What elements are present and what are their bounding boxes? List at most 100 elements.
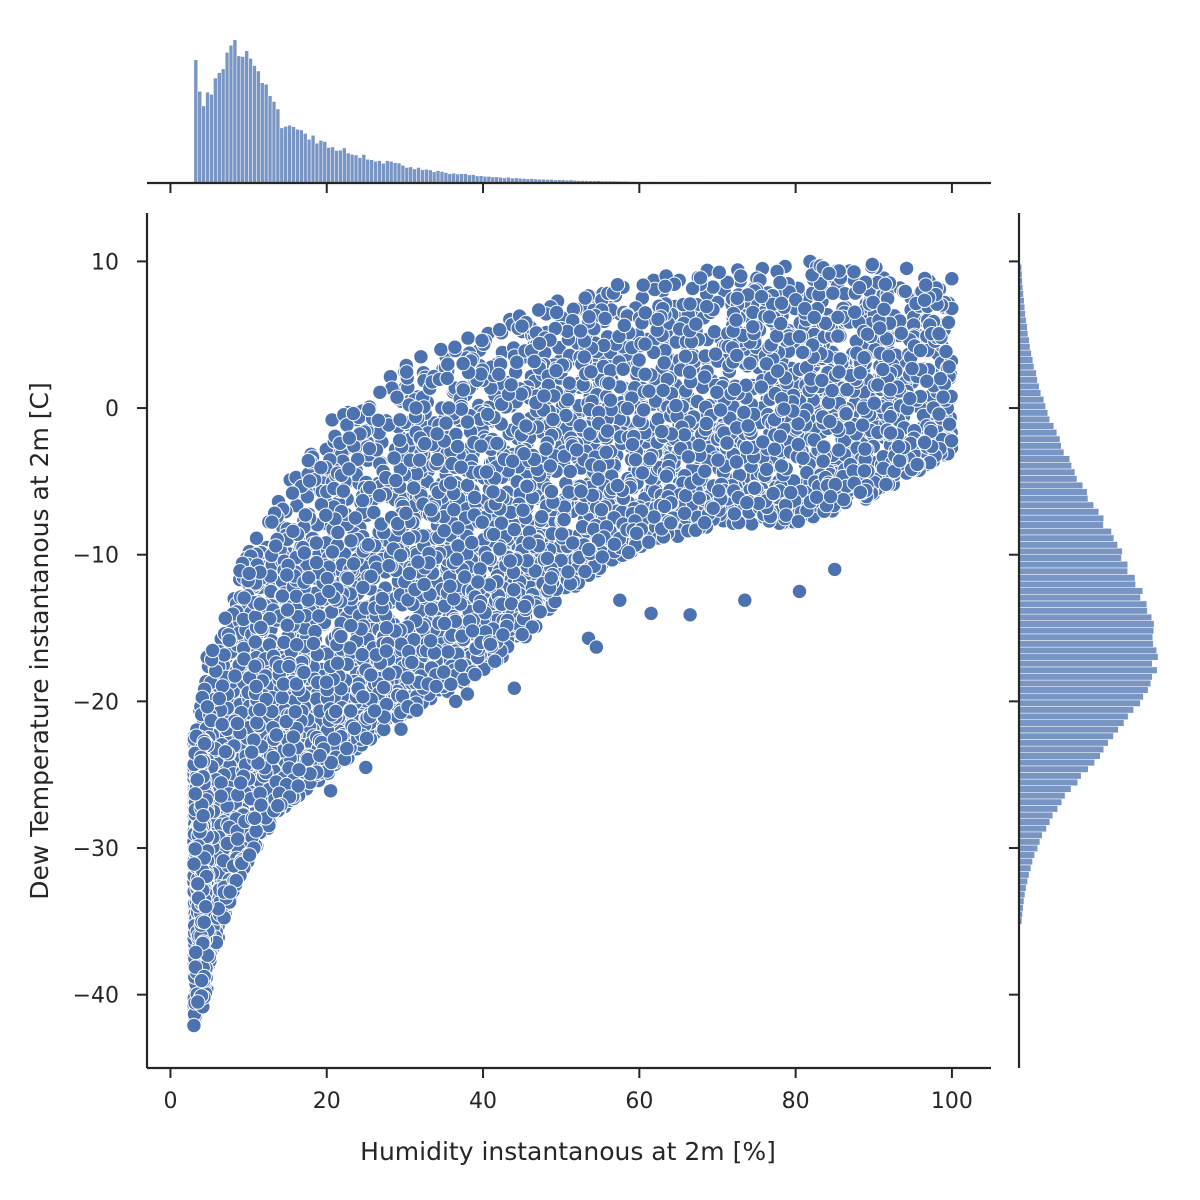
scatter-point: [347, 510, 364, 526]
histogram-bar: [1018, 429, 1058, 437]
histogram-bar: [1018, 785, 1072, 793]
histogram-bar: [431, 171, 437, 184]
scatter-point: [417, 435, 433, 452]
scatter-point: [898, 260, 915, 277]
scatter-point: [429, 426, 445, 442]
histogram-bar: [1018, 488, 1088, 496]
scatter-point: [440, 644, 456, 660]
histogram-bar: [1018, 633, 1154, 641]
histogram-bar: [291, 126, 296, 184]
histogram-bar: [244, 50, 249, 184]
histogram-bar: [471, 174, 476, 184]
scatter-point: [882, 408, 898, 425]
scatter-point: [709, 384, 725, 400]
histogram-bar: [1018, 871, 1030, 879]
histogram-bar: [287, 124, 292, 184]
histogram-bar: [1018, 805, 1058, 813]
scatter-point: [423, 601, 439, 617]
histogram-bar: [1018, 699, 1141, 707]
histogram-bar: [1018, 620, 1155, 628]
scatter-point: [363, 667, 379, 683]
histogram-bar: [1018, 475, 1078, 483]
histogram-bar: [439, 171, 445, 184]
histogram-bar: [1018, 508, 1100, 516]
histogram-bar: [252, 65, 257, 184]
histogram-bar: [1018, 468, 1076, 476]
histogram-bar: [459, 173, 464, 184]
scatter-point: [773, 295, 790, 311]
histogram-bar: [338, 149, 343, 184]
scatter-point: [392, 412, 408, 428]
scatter-point: [615, 361, 631, 377]
scatter-point: [542, 458, 558, 474]
histogram-bar: [1018, 798, 1062, 806]
histogram-bar: [1018, 613, 1152, 621]
histogram-bar: [1018, 343, 1031, 351]
scatter-point: [746, 480, 763, 496]
histogram-bar: [322, 141, 327, 184]
histogram-bar: [314, 142, 320, 184]
histogram-bar: [385, 160, 390, 184]
histogram-bar: [1018, 330, 1029, 338]
scatter-point: [308, 554, 325, 571]
scatter-point: [753, 379, 769, 395]
histogram-bar: [428, 169, 433, 184]
scatter-point: [944, 271, 960, 287]
histogram-bar: [240, 56, 245, 184]
histogram-bar: [279, 127, 285, 184]
scatter-point: [534, 509, 550, 525]
histogram-bar: [201, 105, 206, 184]
histogram-bar: [404, 167, 410, 184]
scatter-point: [577, 290, 593, 306]
histogram-bar: [326, 147, 331, 184]
histogram-bar: [451, 172, 456, 184]
histogram-bar: [224, 52, 230, 184]
histogram-bar: [1018, 600, 1148, 608]
scatter-point: [634, 465, 651, 481]
scatter-point: [635, 277, 651, 293]
histogram-bar: [1018, 369, 1037, 377]
histogram-bar: [1018, 640, 1154, 648]
scatter-point: [832, 351, 848, 367]
histogram-bar: [1018, 382, 1040, 390]
scatter-point: [696, 369, 713, 385]
scatter-point: [642, 451, 658, 467]
scatter-point: [472, 561, 488, 577]
histogram-bar: [1018, 858, 1033, 866]
histogram-bar: [1018, 528, 1112, 536]
histogram-bar: [1018, 389, 1042, 397]
scatter-point: [355, 579, 371, 596]
histogram-bar: [318, 140, 324, 184]
scatter-point: [736, 404, 752, 421]
scatter-point: [450, 538, 466, 554]
histogram-bar: [435, 170, 441, 184]
histogram-bar: [467, 174, 472, 184]
histogram-bar: [220, 68, 226, 184]
histogram-bar: [295, 128, 300, 184]
scatter-point: [572, 323, 589, 339]
histogram-bar: [1018, 462, 1072, 470]
histogram-bar: [1018, 554, 1122, 562]
scatter-point: [506, 521, 522, 538]
histogram-bar: [1018, 811, 1054, 819]
histogram-bar: [365, 159, 370, 184]
marginal-x-histogram: [147, 39, 991, 193]
scatter-point: [711, 264, 727, 280]
histogram-bar: [1018, 534, 1115, 542]
scatter-point: [637, 366, 653, 382]
histogram-bar: [342, 147, 347, 184]
histogram-bar: [381, 162, 386, 184]
histogram-bar: [1018, 745, 1105, 753]
scatter-point: [404, 654, 420, 671]
scatter-point: [474, 332, 490, 349]
scatter-point: [558, 407, 574, 424]
scatter-point: [758, 461, 775, 478]
scatter-point: [355, 492, 371, 509]
histogram-bar: [1018, 547, 1123, 555]
scatter-point: [733, 268, 749, 284]
histogram-bar: [228, 44, 234, 184]
histogram-bar: [1018, 587, 1144, 595]
histogram-bar: [1018, 627, 1155, 635]
scatter-point: [548, 304, 565, 321]
histogram-bar: [1018, 693, 1144, 701]
